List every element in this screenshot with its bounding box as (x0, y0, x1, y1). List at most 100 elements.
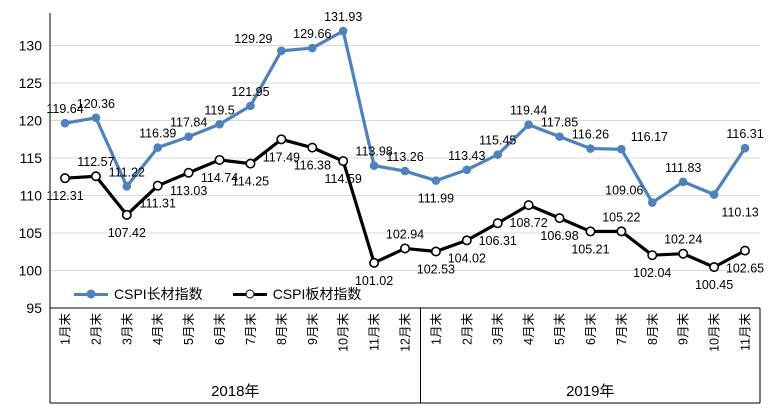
data-point (338, 26, 348, 36)
y-tick-label: 110 (20, 188, 43, 204)
data-point (524, 120, 533, 129)
x-tick-label: 2月末 (89, 313, 103, 345)
data-point (399, 243, 410, 254)
data-label: 106.31 (479, 234, 517, 248)
x-tick-label: 10月末 (337, 313, 351, 352)
data-label: 121.95 (231, 85, 269, 99)
x-tick-label: 2月末 (460, 313, 474, 345)
data-point (122, 182, 132, 191)
y-tick-label: 95 (26, 300, 42, 316)
data-point (616, 226, 627, 237)
data-label: 111.99 (418, 192, 454, 206)
data-label: 111.83 (665, 161, 701, 175)
x-tick-label: 1月末 (59, 313, 73, 345)
data-point (59, 173, 70, 184)
data-label: 111.22 (109, 165, 145, 179)
x-tick-label: 4月末 (522, 313, 536, 345)
y-tick-label: 125 (19, 75, 43, 91)
data-point (647, 198, 657, 207)
x-tick-label: 6月末 (213, 313, 227, 345)
data-point (678, 177, 688, 187)
chart-legend: CSPI长材指数 CSPI板材指数 (74, 284, 361, 304)
data-point (184, 132, 193, 141)
data-label: 111.31 (140, 197, 176, 211)
data-point (647, 250, 658, 261)
data-label: 129.66 (293, 27, 331, 41)
x-tick-label: 5月末 (182, 313, 196, 345)
data-label: 102.94 (386, 227, 424, 241)
data-label: 114.74 (201, 171, 238, 185)
data-label: 119.44 (510, 104, 547, 118)
data-label: 113.98 (355, 145, 392, 159)
data-label: 114.25 (232, 175, 269, 189)
x-tick-label: 9月末 (677, 313, 691, 345)
data-point (60, 118, 70, 128)
data-label: 116.31 (726, 127, 763, 141)
data-point (462, 165, 472, 175)
y-tick-label: 120 (19, 113, 43, 129)
data-label: 117.84 (170, 116, 207, 130)
x-tick-label: 10月末 (708, 313, 722, 352)
x-tick-label: 6月末 (584, 313, 598, 345)
x-tick-label: 8月末 (275, 313, 289, 345)
data-point (740, 143, 750, 153)
data-point (369, 161, 379, 170)
data-point (461, 235, 472, 246)
data-label: 116.17 (631, 130, 668, 144)
data-point (431, 176, 441, 185)
data-point (554, 213, 565, 224)
data-point (586, 144, 595, 153)
x-tick-label: 9月末 (306, 313, 320, 345)
data-label: 105.21 (571, 242, 609, 256)
data-label: 115.45 (479, 134, 516, 148)
data-label: 106.98 (540, 229, 578, 243)
data-label: 116.39 (139, 127, 176, 141)
data-label: 119.5 (204, 103, 234, 117)
y-tick-label: 115 (20, 150, 43, 166)
data-label: 109.06 (605, 184, 643, 198)
x-tick-label: 4月末 (151, 313, 165, 345)
data-point (739, 245, 750, 256)
data-point (214, 154, 225, 165)
x-tick-label: 11月末 (739, 313, 753, 351)
data-label: 107.42 (108, 226, 146, 240)
data-point (430, 246, 441, 257)
data-label: 114.59 (325, 172, 362, 186)
data-label: 108.72 (510, 216, 548, 230)
data-label: 131.93 (324, 10, 362, 24)
data-label: 117.85 (541, 116, 578, 130)
data-label: 113.26 (386, 150, 423, 164)
data-label: 102.24 (664, 233, 702, 247)
data-point (617, 144, 626, 154)
data-label: 113.43 (448, 149, 485, 163)
data-point (709, 190, 719, 199)
x-tick-label: 12月末 (399, 313, 413, 352)
legend-label-plate-index: CSPI板材指数 (272, 286, 362, 302)
x-tick-label: 3月末 (491, 313, 505, 345)
y-tick-label: 130 (19, 38, 43, 54)
x-axis-year-label: 2019年 (566, 383, 614, 400)
data-point (307, 142, 318, 153)
data-point (585, 226, 596, 237)
x-tick-label: 8月末 (646, 313, 660, 345)
data-label: 102.04 (633, 266, 671, 280)
data-label: 105.22 (602, 210, 640, 224)
data-label: 119.64 (46, 102, 83, 116)
data-label: 104.02 (448, 251, 486, 265)
x-tick-label: 7月末 (244, 313, 258, 345)
data-point (91, 113, 101, 123)
data-label: 112.31 (46, 189, 83, 203)
data-point (121, 209, 132, 220)
data-point (215, 119, 224, 129)
data-point (369, 257, 380, 268)
data-point (276, 134, 287, 145)
data-point (338, 156, 349, 167)
data-label: 112.57 (77, 155, 114, 169)
data-label: 117.49 (263, 150, 300, 164)
series-line-long (63, 29, 747, 205)
data-label: 113.03 (170, 184, 207, 198)
data-point (277, 46, 286, 56)
x-axis-year-label: 2018年 (211, 383, 259, 400)
